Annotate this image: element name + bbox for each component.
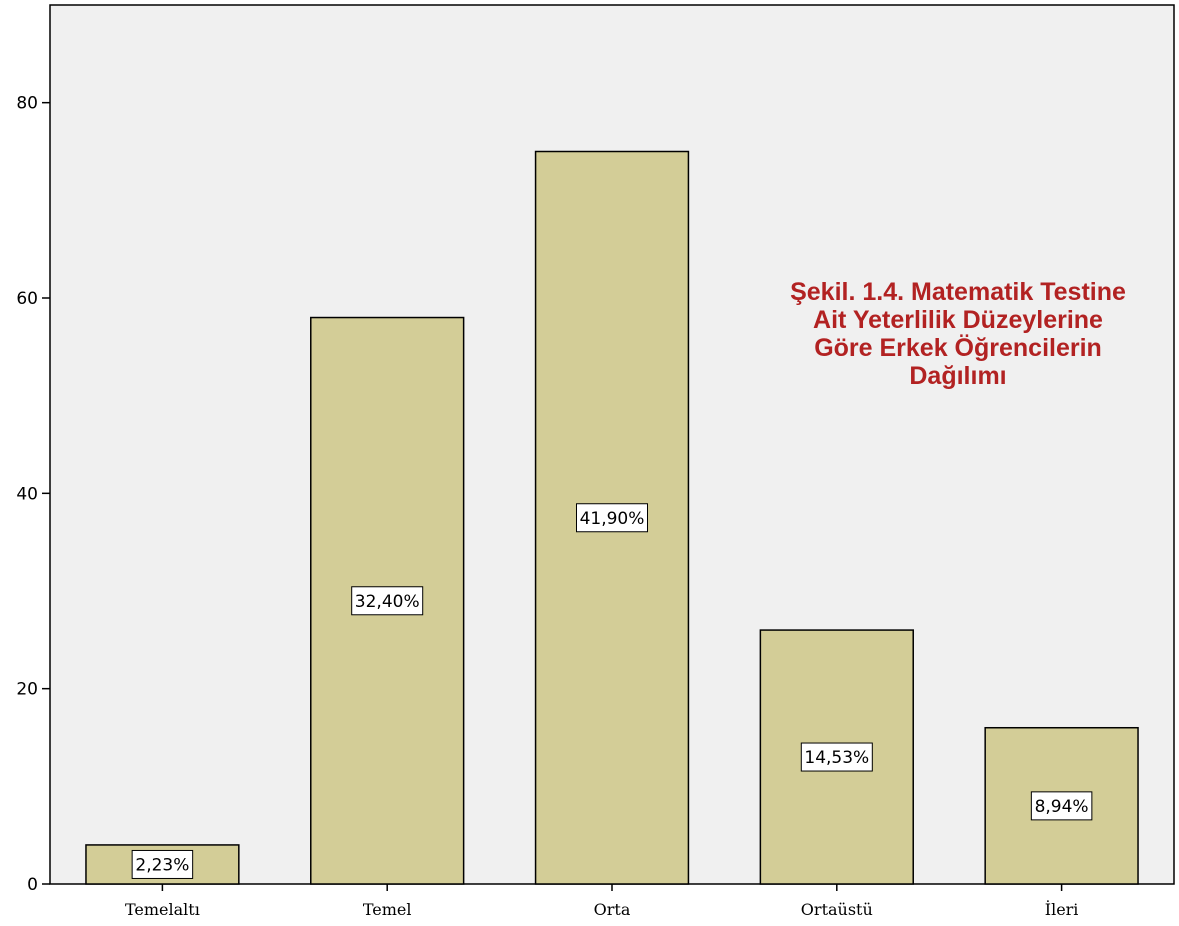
annotation-line: Dağılımı [909,362,1006,390]
x-tick-label: İleri [1045,899,1079,919]
data-label: 41,90% [576,503,648,533]
data-label-box [1030,791,1093,821]
data-label-text: 8,94% [1035,797,1089,817]
x-tick-label: Orta [594,900,631,919]
x-tick-label: Temelaltı [125,900,200,919]
annotation-line: Şekil. 1.4. Matematik Testine [790,278,1126,306]
data-label-box [576,503,648,533]
annotation-line: Göre Erkek Öğrencilerin [814,333,1102,362]
annotation-line: Ait Yeterlilik Düzeylerine [813,306,1103,334]
data-label-text: 41,90% [580,509,645,529]
data-label-text: 32,40% [355,592,420,612]
data-label: 14,53% [800,742,873,772]
y-tick-label: 0 [27,875,38,895]
data-label: 2,23% [131,849,194,879]
data-label-text: 2,23% [135,855,189,875]
x-tick-label: Temel [363,900,412,919]
bars: 2,23% 32,40% 41,90% 14,53% 8,94% [85,150,1139,885]
data-label-box [131,849,194,879]
x-tick-label: Ortaüstü [801,900,873,919]
data-label-box [800,742,873,772]
y-tick-label: 80 [16,94,38,114]
y-tick-label: 20 [16,680,38,700]
y-axis: 0 20 40 60 80 [16,94,50,895]
x-axis: Temelaltı Temel Orta Ortaüstü İleri [125,884,1078,919]
data-label-box [351,586,424,616]
data-label: 32,40% [351,586,424,616]
data-label: 8,94% [1030,791,1093,821]
y-tick-label: 40 [16,484,38,504]
y-tick-label: 60 [16,289,38,309]
data-label-text: 14,53% [804,748,869,768]
